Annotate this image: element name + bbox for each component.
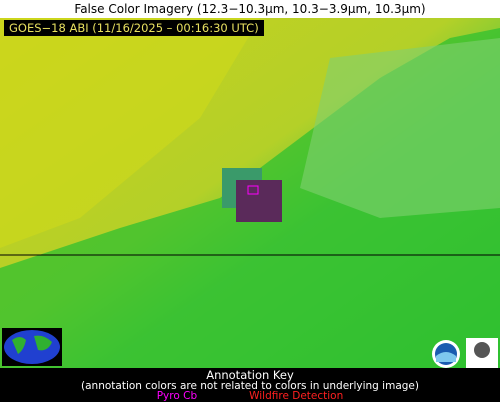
legend-item: Pyro Cb — [156, 390, 198, 402]
cloud-band — [300, 38, 500, 218]
cimss-logo — [466, 338, 498, 368]
noaa-logo — [432, 340, 460, 368]
pyrocb-marker — [247, 185, 259, 195]
cold-cloud-top — [236, 180, 282, 222]
key-legend: Pyro Cb Wildfire Detection — [0, 391, 500, 402]
legend-item: Wildfire Detection — [249, 390, 344, 402]
satellite-image — [0, 18, 500, 368]
timestamp: GOES−18 ABI (11/16/2025 – 00:16:30 UTC) — [4, 20, 264, 36]
globe-logo — [2, 328, 62, 366]
key-note: (annotation colors are not related to co… — [81, 379, 419, 392]
key-title: Annotation Key — [206, 368, 294, 382]
cloud-band — [0, 18, 260, 248]
annotation-key: Annotation Key (annotation colors are no… — [0, 368, 500, 402]
title: False Color Imagery (12.3−10.3µm, 10.3−3… — [0, 0, 500, 18]
